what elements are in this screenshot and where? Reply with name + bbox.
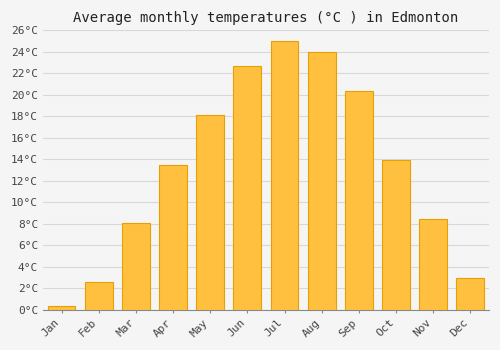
Bar	[308, 52, 336, 310]
Bar	[382, 161, 410, 310]
Bar	[159, 165, 187, 310]
Bar	[48, 306, 76, 310]
Bar	[122, 223, 150, 310]
Bar	[270, 41, 298, 310]
Bar	[419, 218, 447, 310]
Bar	[196, 116, 224, 310]
Bar	[234, 66, 262, 310]
Bar	[456, 278, 484, 310]
Bar	[345, 91, 373, 310]
Bar	[85, 282, 112, 310]
Title: Average monthly temperatures (°C ) in Edmonton: Average monthly temperatures (°C ) in Ed…	[74, 11, 458, 25]
